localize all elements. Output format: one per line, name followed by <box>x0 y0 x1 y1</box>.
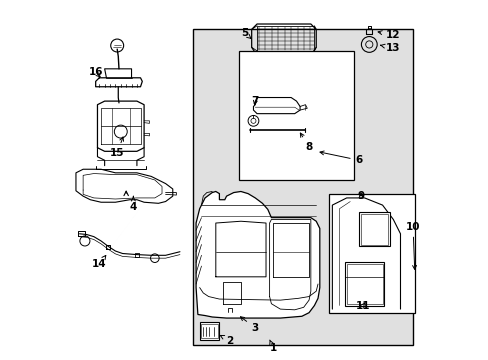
Polygon shape <box>253 98 300 114</box>
Bar <box>328 194 414 313</box>
Bar <box>199 322 219 339</box>
Text: 8: 8 <box>300 133 312 152</box>
Text: 15: 15 <box>110 137 124 158</box>
Text: 12: 12 <box>377 30 400 40</box>
Text: 11: 11 <box>355 301 369 311</box>
Text: 1: 1 <box>269 340 276 353</box>
Bar <box>192 30 412 345</box>
Bar <box>346 264 382 304</box>
Text: 5: 5 <box>241 28 250 39</box>
Bar <box>201 324 217 338</box>
Text: 2: 2 <box>220 336 233 346</box>
Text: 14: 14 <box>92 256 106 269</box>
Polygon shape <box>196 192 319 318</box>
Text: 13: 13 <box>380 43 400 53</box>
Bar <box>359 212 389 246</box>
Text: 3: 3 <box>240 317 258 333</box>
Bar <box>344 262 384 306</box>
Text: 4: 4 <box>129 196 137 212</box>
Polygon shape <box>76 169 172 203</box>
Text: 6: 6 <box>319 151 362 165</box>
Text: 9: 9 <box>357 191 364 201</box>
Bar <box>239 51 353 180</box>
Text: 10: 10 <box>405 222 420 269</box>
Bar <box>360 214 387 244</box>
Text: 7: 7 <box>251 96 259 106</box>
Text: 16: 16 <box>88 67 102 77</box>
